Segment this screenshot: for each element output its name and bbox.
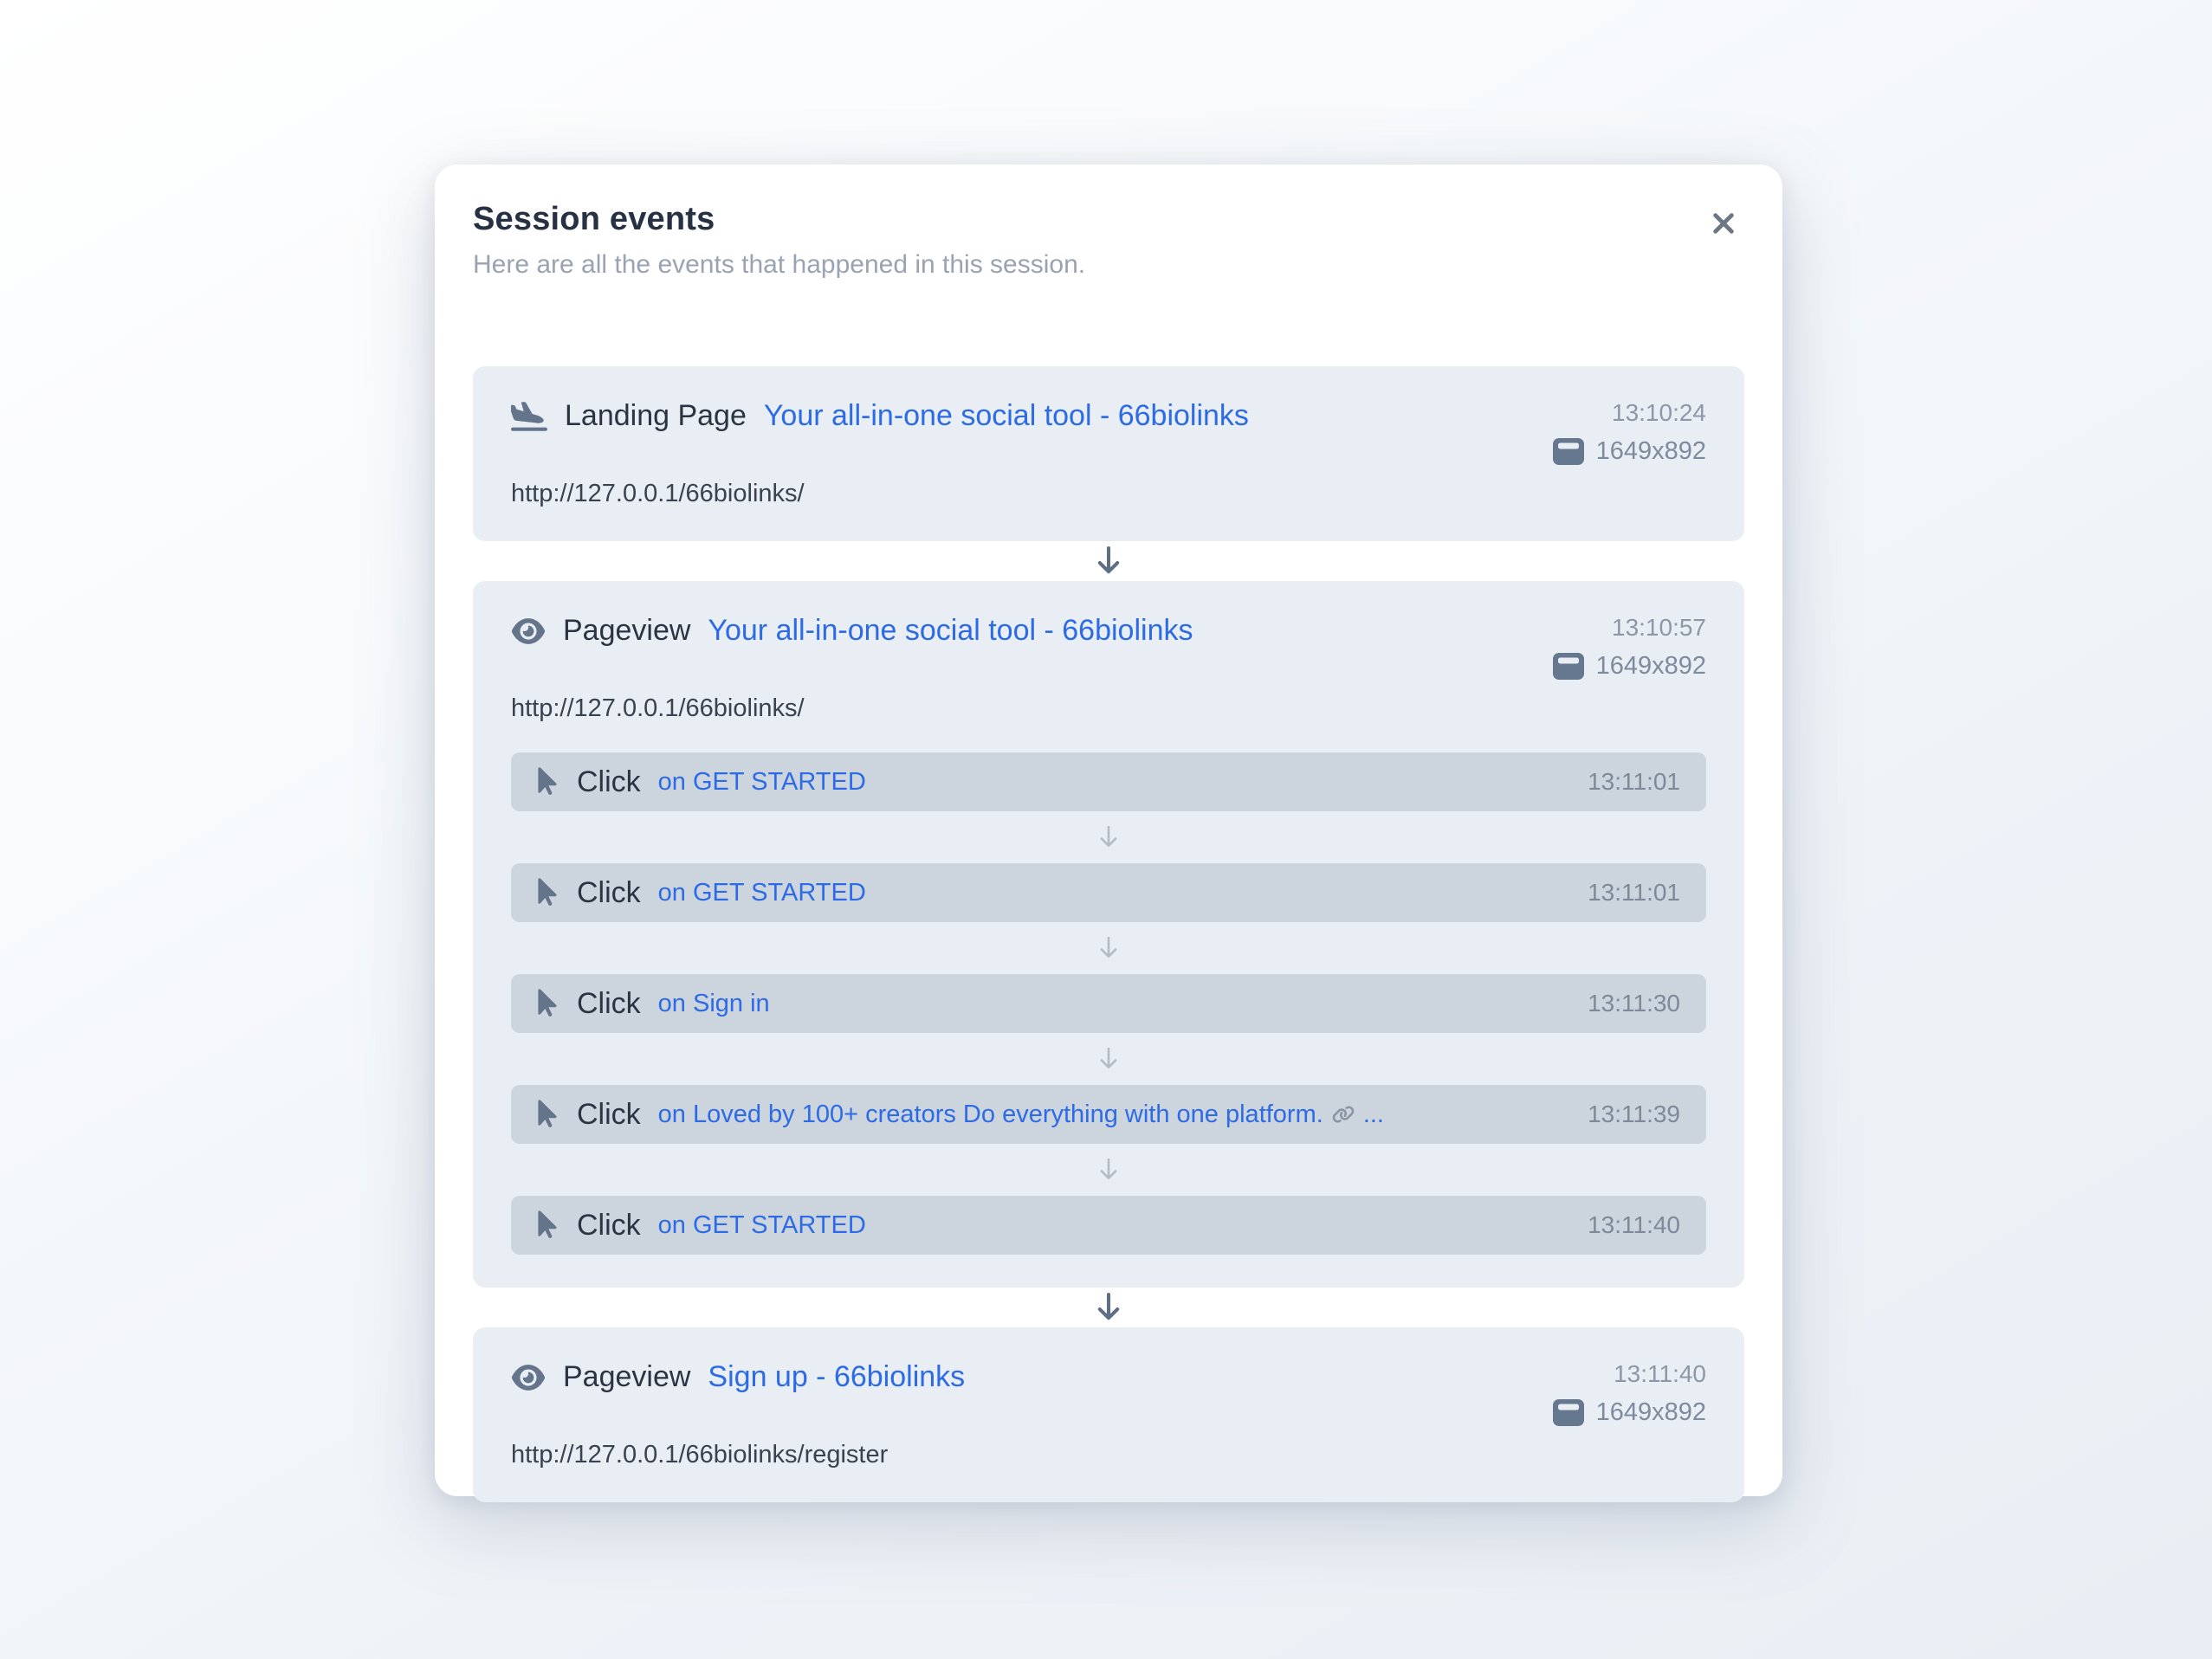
event-timestamp: 13:10:57: [1612, 614, 1706, 641]
viewport-resolution: 1649x892: [1595, 1398, 1706, 1426]
click-label: Click: [577, 875, 641, 909]
modal-title-block: Session events Here are all the events t…: [473, 201, 1085, 280]
event-card-header: Pageview Your all-in-one social tool - 6…: [511, 614, 1706, 681]
display-icon: [1552, 1399, 1584, 1426]
event-url: http://127.0.0.1/66biolinks/: [511, 480, 805, 507]
cursor-icon: [537, 1210, 558, 1240]
click-target-text: on Loved by 100+ creators Do everything …: [657, 1100, 1323, 1128]
event-type-label: Pageview: [563, 614, 691, 647]
click-timestamp: 13:11:30: [1588, 990, 1680, 1017]
event-type-label: Landing Page: [565, 399, 747, 432]
click-label: Click: [577, 1097, 641, 1131]
click-label: Click: [577, 986, 641, 1020]
event-card-header: Landing Page Your all-in-one social tool…: [511, 399, 1706, 466]
click-events-list: Click on GET STARTED 13:11:01 Click on G…: [511, 752, 1706, 1255]
viewport-resolution-line: 1649x892: [1552, 652, 1706, 681]
event-timestamp: 13:10:24: [1612, 399, 1706, 426]
event-url: http://127.0.0.1/66biolinks/: [511, 694, 805, 722]
cursor-icon: [537, 989, 558, 1018]
viewport-resolution: 1649x892: [1595, 437, 1706, 465]
click-label: Click: [577, 765, 641, 798]
link-icon: [1332, 1105, 1355, 1124]
arrow-down-icon: [511, 922, 1706, 974]
click-event-row: Click on Sign in 13:11:30: [511, 974, 1706, 1033]
close-button[interactable]: [1703, 203, 1744, 244]
click-timestamp: 13:11:39: [1588, 1101, 1680, 1127]
event-timeline: Landing Page Your all-in-one social tool…: [473, 366, 1744, 1502]
arrow-down-icon: [511, 811, 1706, 863]
session-events-modal: Session events Here are all the events t…: [435, 165, 1782, 1502]
event-timestamp: 13:11:40: [1614, 1360, 1706, 1387]
display-icon: [1552, 653, 1584, 680]
event-url: http://127.0.0.1/66biolinks/register: [511, 1441, 889, 1469]
eye-icon: [511, 1363, 546, 1392]
click-timestamp: 13:11:01: [1588, 879, 1680, 906]
modal-subtitle: Here are all the events that happened in…: [473, 250, 1086, 279]
arrow-down-icon: [511, 1033, 1706, 1085]
page-title: Session events: [473, 201, 715, 237]
click-target-link[interactable]: on Sign in: [657, 989, 770, 1017]
event-card-pageview: Pageview Your all-in-one social tool - 6…: [473, 581, 1744, 1288]
event-type-label: Pageview: [563, 1360, 691, 1393]
click-target-suffix: ...: [1362, 1100, 1384, 1128]
arrow-down-icon: [511, 1144, 1706, 1196]
event-page-title-link[interactable]: Your all-in-one social tool - 66biolinks: [708, 614, 1193, 647]
click-target-link[interactable]: on GET STARTED: [657, 767, 866, 796]
event-card-landing-page: Landing Page Your all-in-one social tool…: [473, 366, 1744, 541]
display-icon: [1552, 438, 1584, 465]
arrow-down-icon: [473, 1288, 1744, 1327]
click-target-link[interactable]: on Loved by 100+ creators Do everything …: [658, 1101, 1384, 1129]
modal-header: Session events Here are all the events t…: [473, 201, 1744, 280]
click-target-link[interactable]: on GET STARTED: [657, 1210, 866, 1239]
viewport-resolution-line: 1649x892: [1552, 1398, 1706, 1427]
click-event-row: Click on GET STARTED 13:11:01: [511, 752, 1706, 811]
viewport-resolution-line: 1649x892: [1552, 437, 1706, 466]
viewport-resolution: 1649x892: [1595, 652, 1706, 680]
click-label: Click: [577, 1208, 641, 1242]
click-target-link[interactable]: on GET STARTED: [657, 878, 866, 907]
click-timestamp: 13:11:40: [1588, 1211, 1680, 1238]
event-card-header: Pageview Sign up - 66biolinks 13:11:40 1…: [511, 1360, 1706, 1427]
click-event-row: Click on GET STARTED 13:11:01: [511, 863, 1706, 922]
eye-icon: [511, 616, 546, 646]
cursor-icon: [537, 878, 558, 907]
click-timestamp: 13:11:01: [1588, 768, 1680, 795]
cursor-icon: [537, 1100, 558, 1129]
close-icon: [1710, 210, 1737, 237]
click-event-row: Click on GET STARTED 13:11:40: [511, 1196, 1706, 1255]
event-page-title-link[interactable]: Your all-in-one social tool - 66biolinks: [763, 399, 1249, 432]
click-event-row: Click on Loved by 100+ creators Do every…: [511, 1085, 1706, 1144]
event-card-pageview-signup: Pageview Sign up - 66biolinks 13:11:40 1…: [473, 1327, 1744, 1502]
cursor-icon: [537, 767, 558, 797]
event-page-title-link[interactable]: Sign up - 66biolinks: [708, 1360, 966, 1393]
plane-landing-icon: [511, 401, 547, 432]
arrow-down-icon: [473, 541, 1744, 581]
